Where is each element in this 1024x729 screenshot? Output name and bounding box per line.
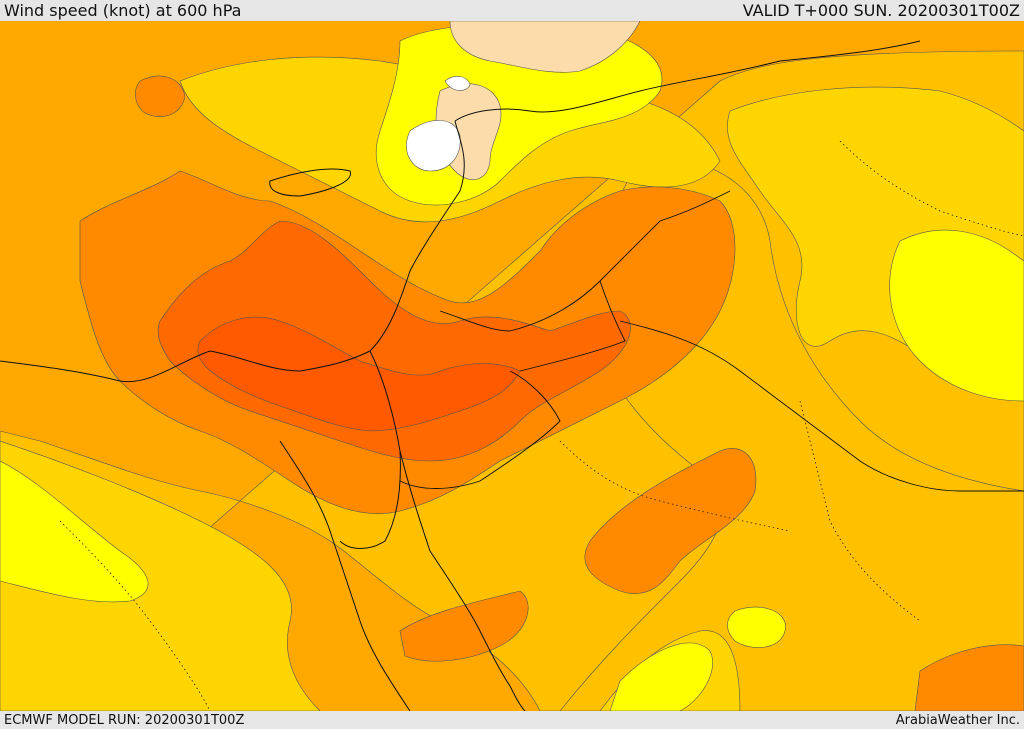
field-yellow-west — [0, 460, 149, 603]
field-dark-orange-se — [584, 448, 757, 594]
field-light-orange-sw — [0, 440, 321, 711]
field-yellow-south — [609, 642, 713, 711]
credit: ArabiaWeather Inc. — [895, 712, 1020, 728]
field-peach-north — [449, 21, 641, 73]
map-canvas — [0, 21, 1024, 711]
field-red-core — [197, 316, 521, 432]
wind-speed-map[interactable] — [0, 21, 1024, 711]
country-borders — [399, 190, 1024, 492]
footer-bar: ECMWF MODEL RUN: 20200301T00Z ArabiaWeat… — [0, 711, 1024, 729]
valid-time: VALID T+000 SUN. 20200301T00Z — [742, 0, 1020, 20]
map-title: Wind speed (knot) at 600 hPa — [4, 0, 242, 20]
admin-boundaries — [59, 140, 1024, 711]
field-yellow-blob — [727, 606, 786, 648]
field-dark-orange-corner — [914, 644, 1024, 711]
field-yellow-east — [889, 229, 1024, 402]
header-bar: Wind speed (knot) at 600 hPa VALID T+000… — [0, 0, 1024, 20]
field-dark-orange-south — [399, 590, 529, 662]
coastlines — [0, 40, 921, 711]
field-white-small — [444, 76, 471, 91]
model-run: ECMWF MODEL RUN: 20200301T00Z — [4, 712, 245, 728]
field-dark-orange-nw — [135, 75, 186, 117]
field-white-center — [406, 120, 461, 172]
